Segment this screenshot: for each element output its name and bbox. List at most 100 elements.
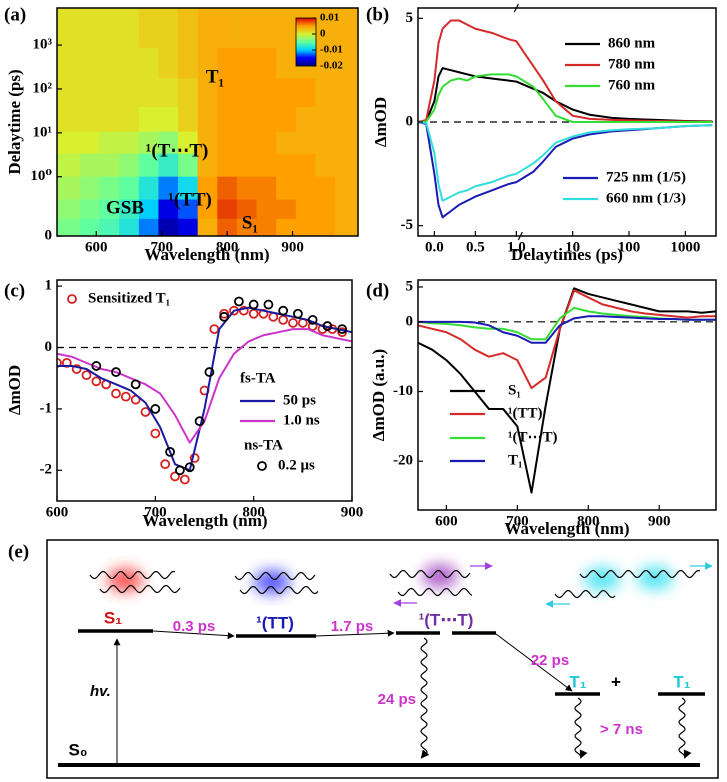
heat-cell <box>335 77 358 108</box>
heat-cell <box>158 176 179 200</box>
state-label: S₀ <box>68 740 87 759</box>
heat-cell <box>57 47 81 79</box>
legend-label: 860 nm <box>608 35 656 51</box>
heat-cell <box>197 106 218 132</box>
marker <box>130 379 141 390</box>
heat-cell <box>236 106 258 132</box>
heat-cell <box>178 8 199 48</box>
marker <box>91 361 102 371</box>
heat-cell <box>276 77 297 108</box>
heat-cell <box>276 218 297 236</box>
marker <box>184 462 195 473</box>
heat-cell <box>197 176 218 200</box>
heat-cell <box>79 131 101 154</box>
marker <box>337 324 348 335</box>
exciton-glow <box>584 567 620 591</box>
plot-frame <box>417 279 717 511</box>
plus-sign: + <box>611 672 621 691</box>
heat-cell <box>99 47 120 79</box>
marker <box>175 465 185 476</box>
x-axis-title: Wavelength (nm) <box>144 245 269 264</box>
panel-label: (e) <box>8 541 29 562</box>
heat-cell <box>335 176 358 200</box>
heat-cell <box>315 198 336 219</box>
y-tick-label: -1 <box>40 400 53 416</box>
heat-cell <box>295 176 317 200</box>
heat-cell <box>217 8 238 48</box>
chain-wave <box>397 587 473 597</box>
chart: Sensitized T₁ 50 ps 1.0 ns 0.2 μs fs-TA ns-TA… <box>4 278 363 530</box>
arrow <box>315 629 395 637</box>
rate-label: 0.3 ps <box>173 618 216 635</box>
x-tick-label: 0.0 <box>425 239 444 255</box>
marker <box>111 388 121 399</box>
panel-label: (a) <box>4 4 26 25</box>
x-axis-title: Wavelength (nm) <box>142 511 267 530</box>
relaxation-arrow <box>420 637 430 759</box>
heat-cell <box>158 153 179 177</box>
x-tick-label: 1000 <box>670 239 700 255</box>
heat-cell <box>79 218 101 236</box>
rate-label: 24 ps <box>378 691 416 708</box>
heat-cell <box>236 47 258 79</box>
x-tick-label: 800 <box>577 513 600 529</box>
y-tick-label: 0 <box>45 339 53 355</box>
heat-cell <box>335 153 358 177</box>
state-label: T₁ <box>673 672 690 691</box>
x-tick-label: 900 <box>341 504 364 520</box>
heat-cell <box>276 176 297 200</box>
heat-cell <box>99 176 120 200</box>
plot-frame <box>56 279 353 502</box>
heat-cell <box>256 106 277 132</box>
heat-cell <box>217 153 238 177</box>
annotation: ¹(T⋯T) <box>146 140 209 161</box>
legend-swatch <box>67 294 77 304</box>
legend-label: 0.2 μs <box>278 457 315 473</box>
heat-cell <box>99 131 120 154</box>
marker <box>194 416 205 427</box>
heat-cell <box>158 77 179 108</box>
heat-cell <box>57 198 81 219</box>
legend-label: ¹(T⋯T) <box>508 429 558 445</box>
heat-cell <box>178 153 199 177</box>
x-tick-label: 700 <box>150 239 173 255</box>
y-axis-title: Delaytime (ps) <box>5 69 24 174</box>
y-tick-label: 1 <box>45 278 53 294</box>
heat-cell <box>295 77 317 108</box>
heat-cell <box>178 176 199 200</box>
heat-cell <box>256 77 277 108</box>
heat-cell <box>178 106 199 132</box>
chain-wave <box>239 585 319 595</box>
heat-cell <box>256 131 277 154</box>
y-tick-label: 10¹ <box>33 124 53 140</box>
heat-cell <box>119 153 140 177</box>
marker <box>337 327 348 338</box>
state-label: ¹(T⋯T) <box>419 610 474 629</box>
heat-cell <box>119 106 140 132</box>
series-line <box>418 315 716 344</box>
y-tick-label: 0 <box>45 227 53 243</box>
x-tick-label: 800 <box>242 504 265 520</box>
heat-cell <box>178 198 199 219</box>
y-tick-label: -2 <box>40 462 53 478</box>
heat-cell <box>138 218 160 236</box>
heat-cell <box>57 153 81 177</box>
chart: 860 nm 780 nm 760 nm 725 nm (1/5) 660 nm (1/… <box>366 3 717 264</box>
plot-area <box>418 287 716 494</box>
heat-cell <box>178 47 199 79</box>
chain-wave <box>99 584 181 594</box>
marker <box>81 370 92 381</box>
y-tick-label: 0 <box>406 113 414 129</box>
chain-wave <box>579 569 657 579</box>
heat-cell <box>217 77 238 108</box>
heat-cell <box>276 47 297 79</box>
heat-cell <box>119 47 140 79</box>
heat-cell <box>217 198 238 219</box>
rate-label: 22 ps <box>531 652 569 669</box>
legend-label: T₁ <box>508 452 523 468</box>
heat-cell <box>138 8 160 48</box>
state-label: ¹(TT) <box>256 613 294 632</box>
marker <box>209 324 220 335</box>
y-tick-label: 10⁰ <box>30 168 52 184</box>
legend-label: Sensitized T₁ <box>88 290 170 306</box>
